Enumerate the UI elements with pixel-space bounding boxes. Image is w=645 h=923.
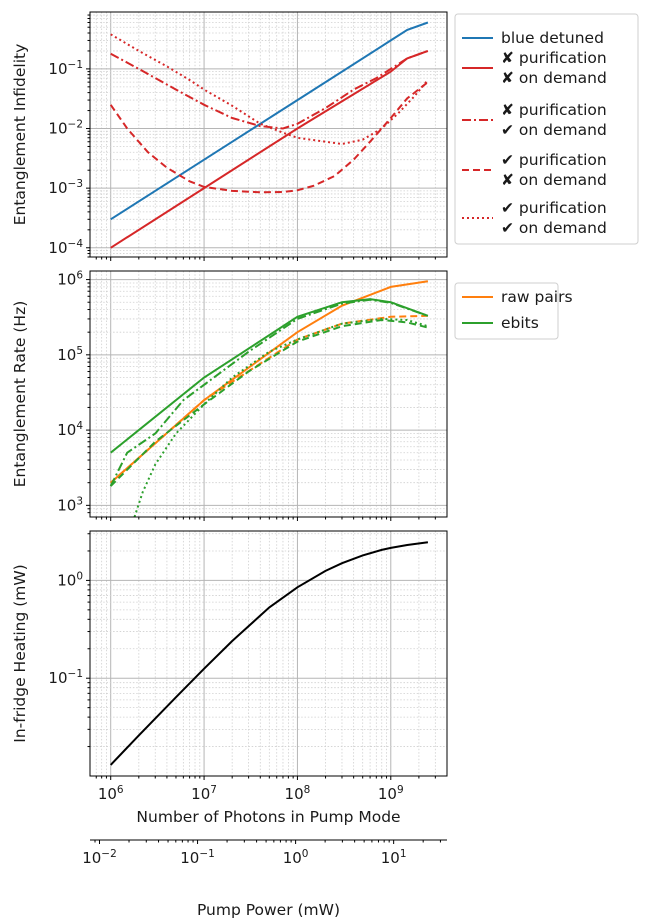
- series-line-3: [110, 49, 429, 130]
- x-axis-label: Number of Photons in Pump Mode: [136, 808, 400, 826]
- y-tick-label: 10−3: [48, 178, 83, 197]
- y-tick-label: 105: [57, 345, 83, 364]
- x-tick-label: 107: [191, 784, 217, 803]
- grid: [90, 271, 447, 517]
- y-tick-label: 100: [57, 570, 83, 589]
- x-axis-label: Pump Power (mW): [197, 901, 340, 919]
- legend-label: ✔ on demand: [501, 121, 607, 139]
- grid: [90, 531, 447, 776]
- grid: [90, 12, 447, 258]
- x-tick-label: 108: [285, 784, 311, 803]
- y-axis-label: In-fridge Heating (mW): [11, 564, 29, 742]
- legend-label: ✘ purification: [501, 49, 607, 67]
- x-tick-label: 10−2: [82, 848, 117, 867]
- series-line-6: [133, 317, 429, 518]
- y-tick-label: 10−2: [48, 119, 83, 138]
- x-tick-label: 100: [283, 848, 309, 867]
- panel-2: 103 104 105 106 Entanglement Rate (Hz) raw pa…: [11, 270, 573, 521]
- series-line-4: [109, 298, 429, 487]
- legend-label: ✔ on demand: [501, 219, 607, 237]
- legend-box: [454, 13, 639, 245]
- x-tick-label: 101: [381, 848, 407, 867]
- legend-label: ✘ purification: [501, 101, 607, 119]
- plot-frame: [89, 530, 448, 777]
- legend-label: ebits: [501, 314, 539, 332]
- series-line-4: [109, 81, 429, 194]
- x-tick-label: 10−1: [180, 848, 215, 867]
- series-line-5: [109, 318, 429, 487]
- panel-3: 10−1 100 106 107 108 109 In-fridge Heating (mW…: [11, 530, 448, 826]
- y-tick-label: 104: [57, 420, 83, 439]
- plot-frame: [89, 11, 448, 258]
- x-tick-label: 109: [378, 784, 404, 803]
- legend-label: ✘ on demand: [501, 171, 607, 189]
- legend: blue detuned ✘ purification ✘ on demand ✘ p…: [454, 13, 639, 245]
- series-line-3: [110, 298, 429, 454]
- legend-label: raw pairs: [501, 288, 573, 306]
- plot-frame: [89, 270, 448, 518]
- series-line-2: [110, 314, 428, 484]
- y-tick-label: 10−1: [48, 668, 83, 687]
- series-line-1: [110, 21, 429, 221]
- y-axis-label: Entanglement Rate (Hz): [11, 301, 29, 488]
- y-tick-label: 106: [57, 270, 83, 289]
- y-tick-label: 103: [57, 495, 83, 514]
- legend-label: ✔ purification: [501, 151, 607, 169]
- y-tick-label: 10−1: [48, 59, 83, 78]
- series-line-5: [110, 33, 429, 146]
- y-tick-label: 10−4: [48, 238, 83, 257]
- legend-label: blue detuned: [501, 29, 604, 47]
- legend-label: ✔ purification: [501, 199, 607, 217]
- pump-power-axis: 10−2 10−1 100 101 Pump Power (mW): [82, 839, 447, 919]
- x-tick-label: 106: [98, 784, 124, 803]
- panel-1: 10−4 10−3 10−2 10−1 Entanglement Infidelity b…: [11, 11, 639, 261]
- legend: raw pairs ebits: [454, 282, 573, 340]
- series-line-1: [109, 541, 429, 766]
- legend-label: ✘ on demand: [501, 69, 607, 87]
- y-axis-label: Entanglement Infidelity: [11, 44, 29, 226]
